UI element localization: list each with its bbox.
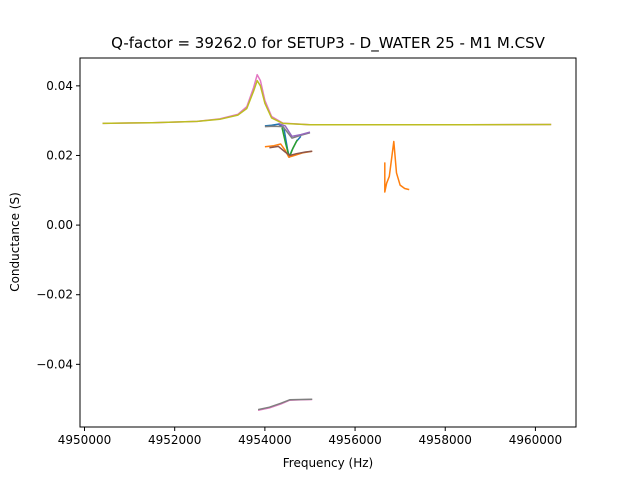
x-tick-label: 4950000	[58, 433, 111, 447]
y-tick-label: 0.02	[46, 148, 73, 162]
series-line-5	[278, 122, 311, 138]
y-axis: −0.04 −0.02 0.00 0.02 0.04	[36, 79, 80, 371]
x-tick-label: 4958000	[419, 433, 472, 447]
y-tick-label: 0.00	[46, 218, 73, 232]
y-tick-label: −0.02	[36, 288, 73, 302]
series-line-7	[269, 145, 313, 157]
series-line-8	[384, 140, 410, 193]
plot-area-frame	[79, 57, 577, 428]
x-axis-label: Frequency (Hz)	[283, 456, 374, 470]
y-tick-label: 0.04	[46, 79, 73, 93]
series-layer	[102, 73, 552, 412]
x-tick-label: 4952000	[148, 433, 201, 447]
y-axis-label: Conductance (S)	[8, 192, 22, 292]
x-tick-label: 4954000	[238, 433, 291, 447]
chart-title: Q-factor = 39262.0 for SETUP3 - D_WATER …	[111, 34, 546, 53]
series-line-1	[102, 79, 552, 126]
y-tick-label: −0.04	[36, 357, 73, 371]
series-line-10	[257, 398, 313, 411]
x-axis: 4950000 4952000 4954000 4956000 4958000 49600…	[58, 427, 562, 447]
x-tick-label: 4960000	[509, 433, 562, 447]
x-tick-label: 4956000	[328, 433, 381, 447]
